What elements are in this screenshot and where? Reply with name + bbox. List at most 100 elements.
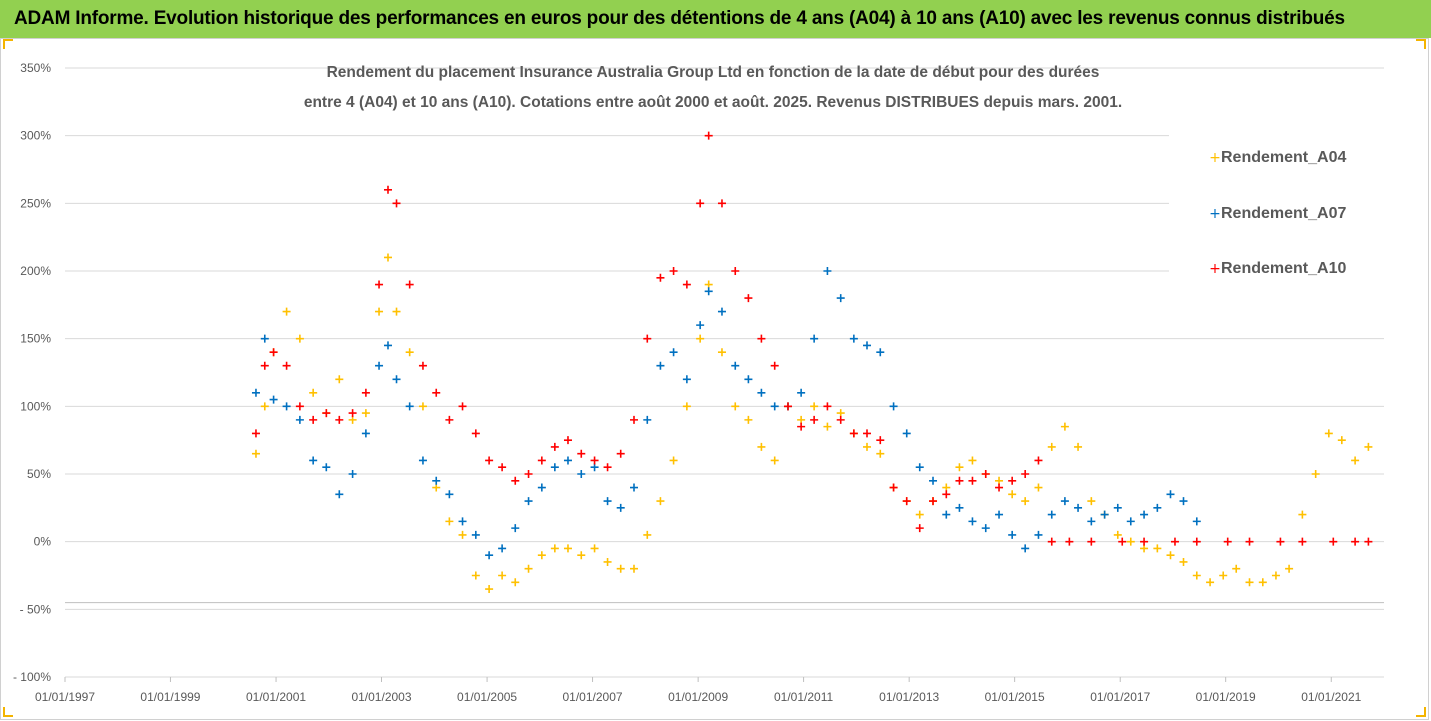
legend-marker-a07: +: [1209, 206, 1221, 222]
point-Rendement_A10: [955, 476, 964, 485]
point-Rendement_A04: [968, 456, 977, 465]
point-Rendement_A04: [616, 564, 625, 573]
point-Rendement_A04: [1206, 578, 1215, 587]
chart-title: Rendement du placement Insurance Austral…: [304, 64, 1122, 111]
point-Rendement_A04: [348, 415, 357, 424]
point-Rendement_A07: [1113, 503, 1122, 512]
point-Rendement_A10: [1223, 537, 1232, 546]
x-tick-label: 01/01/2001: [246, 690, 306, 704]
point-Rendement_A10: [471, 429, 480, 438]
point-Rendement_A04: [498, 571, 507, 580]
point-Rendement_A10: [1034, 456, 1043, 465]
point-Rendement_A07: [656, 361, 665, 370]
y-tick-label: - 50%: [20, 602, 52, 616]
point-Rendement_A10: [375, 280, 384, 289]
point-Rendement_A10: [863, 429, 872, 438]
series-Rendement_A07: [251, 267, 1201, 560]
point-Rendement_A04: [577, 551, 586, 560]
point-Rendement_A07: [485, 551, 494, 560]
point-Rendement_A10: [849, 429, 858, 438]
point-Rendement_A10: [616, 449, 625, 458]
point-Rendement_A10: [1170, 537, 1179, 546]
point-Rendement_A10: [1351, 537, 1360, 546]
point-Rendement_A07: [1087, 517, 1096, 526]
point-Rendement_A10: [335, 415, 344, 424]
point-Rendement_A10: [731, 267, 740, 275]
point-Rendement_A04: [1179, 557, 1188, 566]
point-Rendement_A10: [1118, 537, 1127, 546]
corner-handle-top-left: [3, 39, 13, 49]
point-Rendement_A04: [823, 422, 832, 431]
legend-label-a10: Rendement_A10: [1221, 260, 1346, 277]
point-Rendement_A04: [335, 375, 344, 384]
point-Rendement_A07: [590, 463, 599, 472]
point-Rendement_A07: [309, 456, 318, 465]
point-Rendement_A04: [1140, 544, 1149, 553]
point-Rendement_A04: [418, 402, 427, 411]
point-Rendement_A10: [704, 131, 713, 140]
point-Rendement_A10: [1276, 537, 1285, 546]
point-Rendement_A04: [260, 402, 269, 411]
point-Rendement_A10: [643, 334, 652, 343]
point-Rendement_A04: [744, 415, 753, 424]
point-Rendement_A04: [915, 510, 924, 519]
point-Rendement_A10: [797, 422, 806, 431]
data-points: [251, 131, 1373, 594]
point-Rendement_A10: [295, 402, 304, 411]
point-Rendement_A10: [968, 476, 977, 485]
point-Rendement_A04: [361, 409, 370, 418]
point-Rendement_A04: [757, 442, 766, 451]
chart-title-line-1: Rendement du placement Insurance Austral…: [327, 64, 1100, 81]
point-Rendement_A04: [1219, 571, 1228, 580]
point-Rendement_A04: [1258, 578, 1267, 587]
point-Rendement_A04: [643, 530, 652, 539]
point-Rendement_A04: [1021, 497, 1030, 506]
point-Rendement_A04: [1337, 436, 1346, 445]
point-Rendement_A04: [383, 253, 392, 262]
point-Rendement_A07: [616, 503, 625, 512]
point-Rendement_A10: [418, 361, 427, 370]
point-Rendement_A07: [348, 470, 357, 478]
point-Rendement_A07: [810, 334, 819, 343]
chart-frame: 350% 300% 250% 200% 150% 100% 50% 0% - 50% - 100%…: [0, 38, 1429, 720]
y-tick-label: 50%: [27, 467, 51, 481]
point-Rendement_A04: [770, 456, 779, 465]
point-Rendement_A04: [797, 415, 806, 424]
point-Rendement_A04: [1047, 442, 1056, 451]
point-Rendement_A07: [603, 497, 612, 506]
point-Rendement_A10: [251, 429, 260, 438]
point-Rendement_A10: [458, 402, 467, 411]
point-Rendement_A04: [1126, 537, 1135, 546]
point-Rendement_A07: [295, 415, 304, 424]
point-Rendement_A04: [995, 476, 1004, 485]
point-Rendement_A04: [1034, 483, 1043, 492]
point-Rendement_A10: [902, 497, 911, 506]
point-Rendement_A07: [1179, 497, 1188, 506]
point-Rendement_A04: [810, 402, 819, 411]
point-Rendement_A04: [704, 280, 713, 289]
banner-title: ADAM Informe. Evolution historique des p…: [14, 8, 1345, 29]
point-Rendement_A07: [836, 294, 845, 303]
point-Rendement_A04: [511, 578, 520, 587]
point-Rendement_A10: [309, 415, 318, 424]
legend-label-a07: Rendement_A07: [1221, 205, 1346, 222]
point-Rendement_A10: [498, 463, 507, 472]
point-Rendement_A04: [1351, 456, 1360, 465]
point-Rendement_A07: [471, 530, 480, 539]
y-tick-label: 0%: [34, 535, 52, 549]
point-Rendement_A07: [955, 503, 964, 512]
point-Rendement_A10: [511, 476, 520, 485]
point-Rendement_A07: [418, 456, 427, 465]
point-Rendement_A07: [537, 483, 546, 492]
point-Rendement_A07: [335, 490, 344, 499]
point-Rendement_A10: [282, 361, 291, 370]
point-Rendement_A10: [348, 409, 357, 418]
point-Rendement_A10: [717, 199, 726, 208]
point-Rendement_A04: [942, 483, 951, 492]
point-Rendement_A04: [375, 307, 384, 316]
point-Rendement_A10: [696, 199, 705, 208]
point-Rendement_A10: [563, 436, 572, 445]
point-Rendement_A10: [590, 456, 599, 465]
point-Rendement_A04: [1271, 571, 1280, 580]
point-Rendement_A04: [405, 348, 414, 357]
